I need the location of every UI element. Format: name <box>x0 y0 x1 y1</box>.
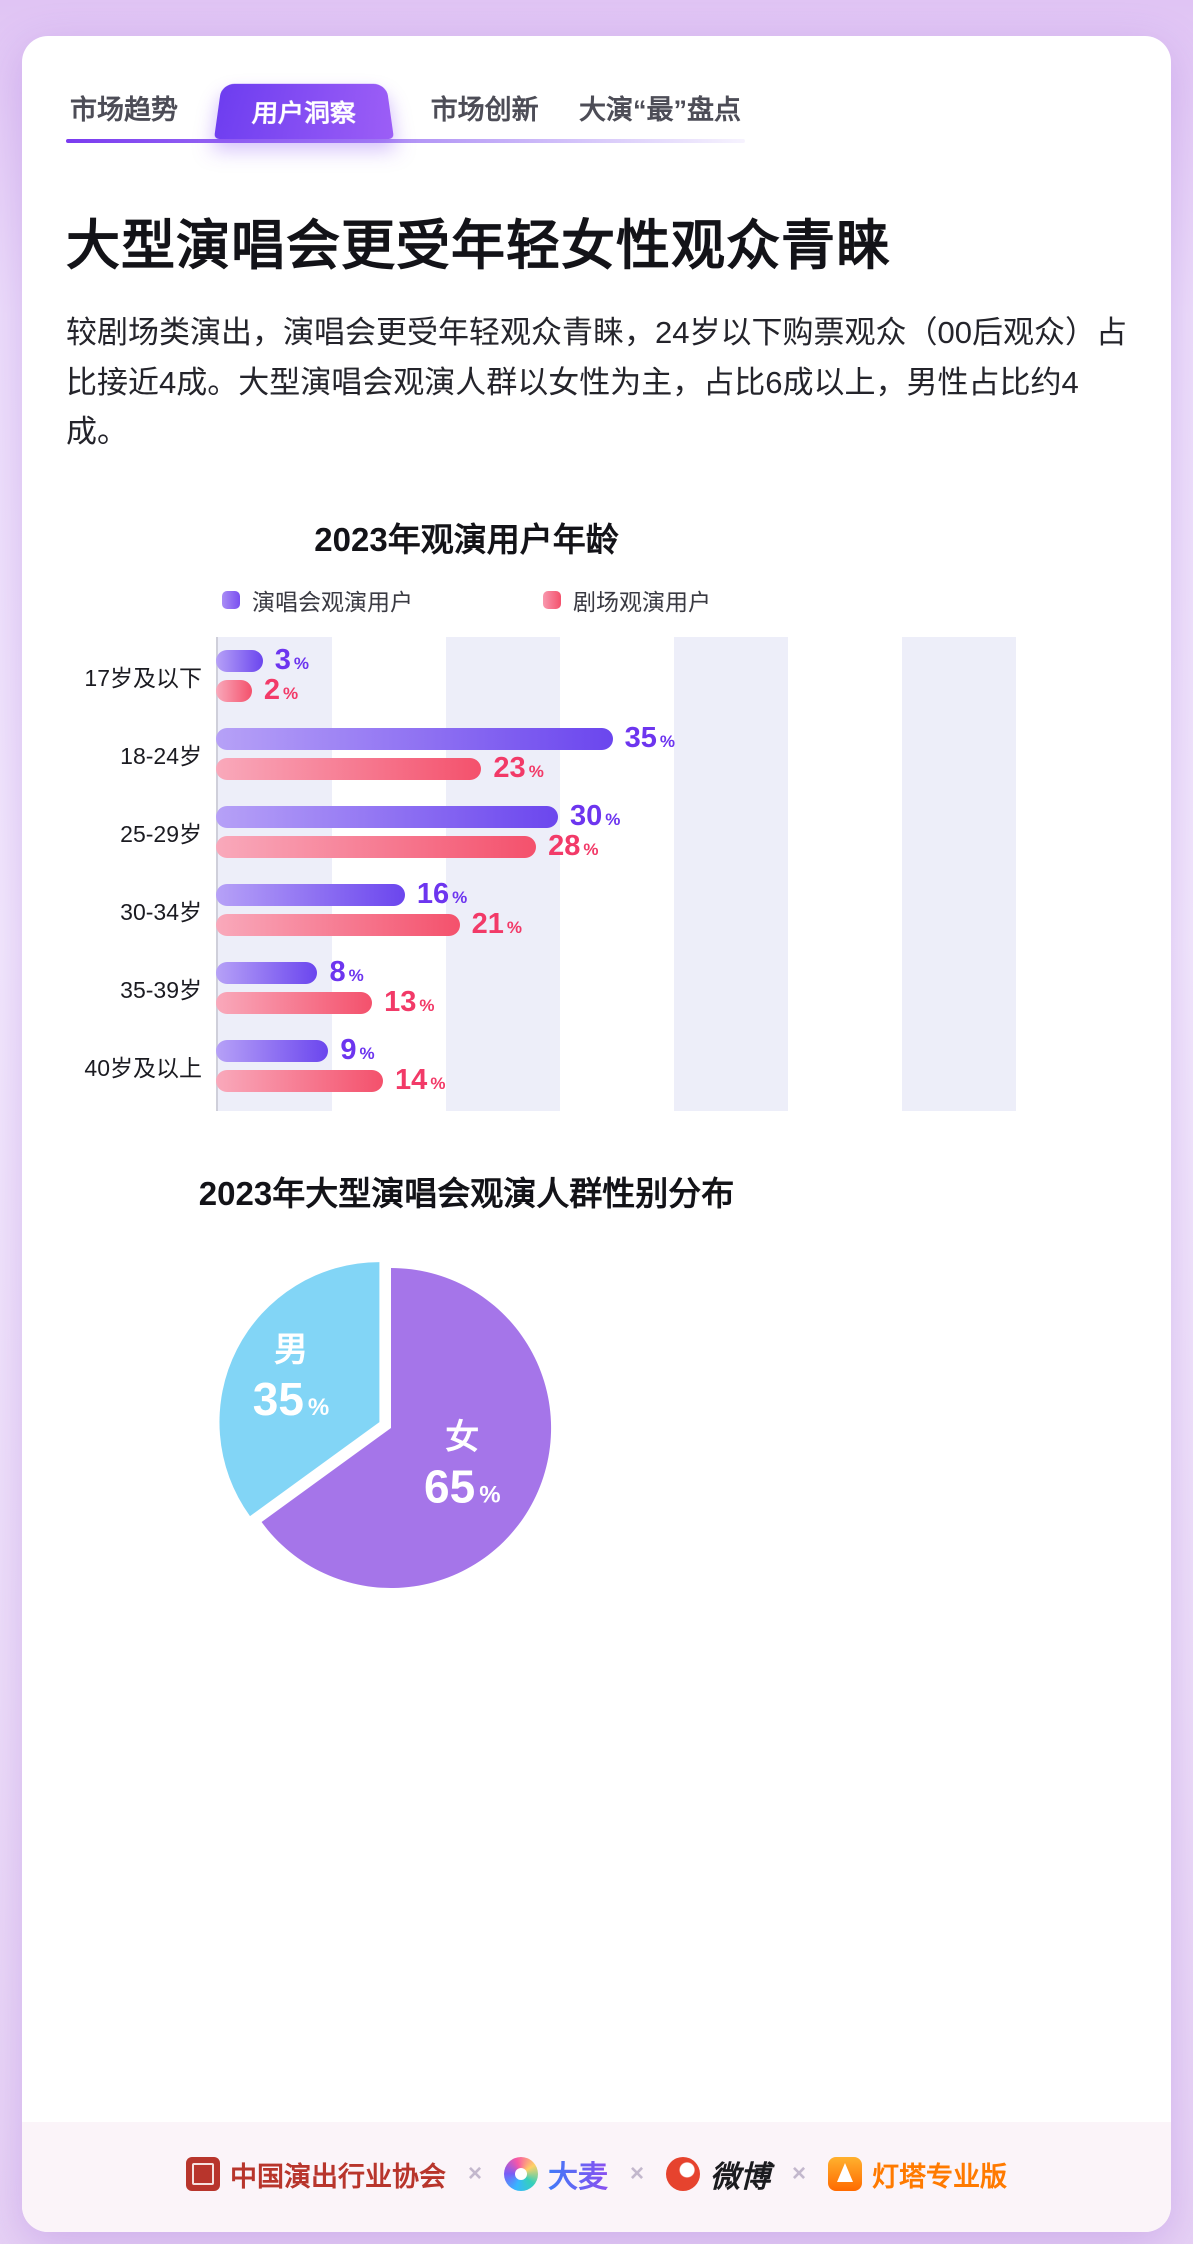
footer: 中国演出行业协会 × 大麦 × 微博 × 灯塔专业版 <box>22 2122 1171 2232</box>
logo-weibo: 微博 <box>666 2152 770 2196</box>
bar-value: 35% <box>624 722 675 755</box>
pie-slice-0 <box>261 1267 552 1588</box>
category-label: 35-39岁 <box>120 976 202 1003</box>
weibo-icon <box>666 2157 700 2191</box>
bar-group-4: 35-39岁 8% 13% <box>66 949 1127 1027</box>
legend-swatch <box>543 590 561 609</box>
lighthouse-icon <box>828 2157 863 2191</box>
cpaa-seal-icon <box>185 2157 220 2191</box>
bar-chart-title: 2023年观演用户年龄 <box>314 520 619 558</box>
bar-series-0 <box>216 961 318 984</box>
footer-separator: × <box>467 2160 482 2187</box>
bar-series-0 <box>216 805 558 828</box>
category-label: 25-29岁 <box>120 820 202 847</box>
pie-slice-value: 35% <box>253 1373 330 1425</box>
bar-series-1 <box>216 913 460 936</box>
bar-series-1 <box>216 757 482 780</box>
bar-group-1: 18-24岁 35% 23% <box>66 715 1127 793</box>
footer-separator: × <box>629 2160 644 2187</box>
bar-series-1 <box>216 835 537 858</box>
bar-chart-legend: 演唱会观演用户 剧场观演用户 <box>66 583 1127 617</box>
bar-series-0 <box>216 649 263 672</box>
pie-chart-title: 2023年大型演唱会观演人群性别分布 <box>198 1174 735 1212</box>
tab-market-innovation[interactable]: 市场创新 <box>430 95 539 125</box>
bar-value: 3% <box>274 644 310 677</box>
bar-value: 2% <box>263 674 299 707</box>
bar-series-0 <box>216 1039 329 1062</box>
page-title: 大型演唱会更受年轻女性观众青睐 <box>66 216 891 276</box>
damai-label: 大麦 <box>548 2152 608 2196</box>
bar-value: 21% <box>471 908 522 941</box>
category-label: 18-24岁 <box>120 742 202 769</box>
legend-item-1: 剧场观演用户 <box>543 583 711 617</box>
legend-label: 演唱会观演用户 <box>252 588 413 615</box>
gender-pie-chart: 女 65% 男 35% <box>181 1243 1127 1620</box>
pie-slice-value: 65% <box>424 1460 501 1512</box>
gender-pie-svg: 女 65 % 男 35% <box>219 1261 552 1588</box>
category-label: 30-34岁 <box>120 898 202 925</box>
legend-label: 剧场观演用户 <box>573 588 711 615</box>
logo-cpaa: 中国演出行业协会 <box>185 2155 446 2194</box>
bar-value: 28% <box>548 830 599 863</box>
bar-value: 14% <box>395 1064 446 1097</box>
bar-value: 30% <box>569 800 621 833</box>
tab-bar: 市场趋势 用户洞察 市场创新 大演“最”盘点 <box>66 78 746 143</box>
category-label: 40岁及以上 <box>84 1054 202 1081</box>
cpaa-label: 中国演出行业协会 <box>229 2161 446 2192</box>
report-card: 市场趋势 用户洞察 市场创新 大演“最”盘点 大型演唱会更受年轻女性观众青睐 较剧场类… <box>22 36 1171 2232</box>
bar-group-3: 30-34岁 16% 21% <box>66 871 1127 949</box>
bar-series-0 <box>216 883 405 906</box>
bar-series-1 <box>216 1069 384 1092</box>
bar-value: 23% <box>493 752 544 785</box>
bar-series-0 <box>216 727 613 750</box>
legend-item-0: 演唱会观演用户 <box>222 583 413 617</box>
age-bar-chart: 17岁及以下 3% 2% 18-24岁 35% 23% 25-29岁 30% 28% 30-34岁… <box>66 636 1127 1111</box>
logo-damai: 大麦 <box>503 2152 608 2196</box>
tab-underline <box>66 139 746 143</box>
bar-value: 8% <box>329 956 364 989</box>
legend-swatch <box>222 590 240 609</box>
footer-separator: × <box>792 2160 807 2187</box>
tab-market-trends[interactable]: 市场趋势 <box>70 95 178 125</box>
bar-value: 16% <box>416 878 468 911</box>
bar-group-0: 17岁及以下 3% 2% <box>66 637 1127 715</box>
plot-background <box>216 636 1017 1111</box>
tab-user-insight[interactable]: 用户洞察 <box>214 83 395 139</box>
pie-slice-label: 女 <box>445 1417 479 1456</box>
bar-series-1 <box>216 991 373 1014</box>
beacon-label: 灯塔专业版 <box>872 2161 1008 2192</box>
weibo-label: 微博 <box>710 2161 770 2194</box>
logo-beacon: 灯塔专业版 <box>828 2155 1007 2194</box>
damai-icon <box>503 2157 538 2191</box>
bar-group-5: 40岁及以上 9% 14% <box>66 1027 1127 1105</box>
pie-slice-1 <box>219 1261 380 1516</box>
bar-value: 13% <box>384 986 435 1019</box>
bar-group-2: 25-29岁 30% 28% <box>66 793 1127 871</box>
intro-paragraph: 较剧场类演出，演唱会更受年轻观众青睐，24岁以下购票观众（00后观众）占比接近4… <box>66 315 1127 450</box>
tab-best-roundup[interactable]: 大演“最”盘点 <box>579 95 742 125</box>
category-label: 17岁及以下 <box>84 664 202 691</box>
bar-series-1 <box>216 679 252 702</box>
bar-value: 9% <box>340 1034 375 1067</box>
pie-slice-label: 男 <box>274 1331 308 1369</box>
